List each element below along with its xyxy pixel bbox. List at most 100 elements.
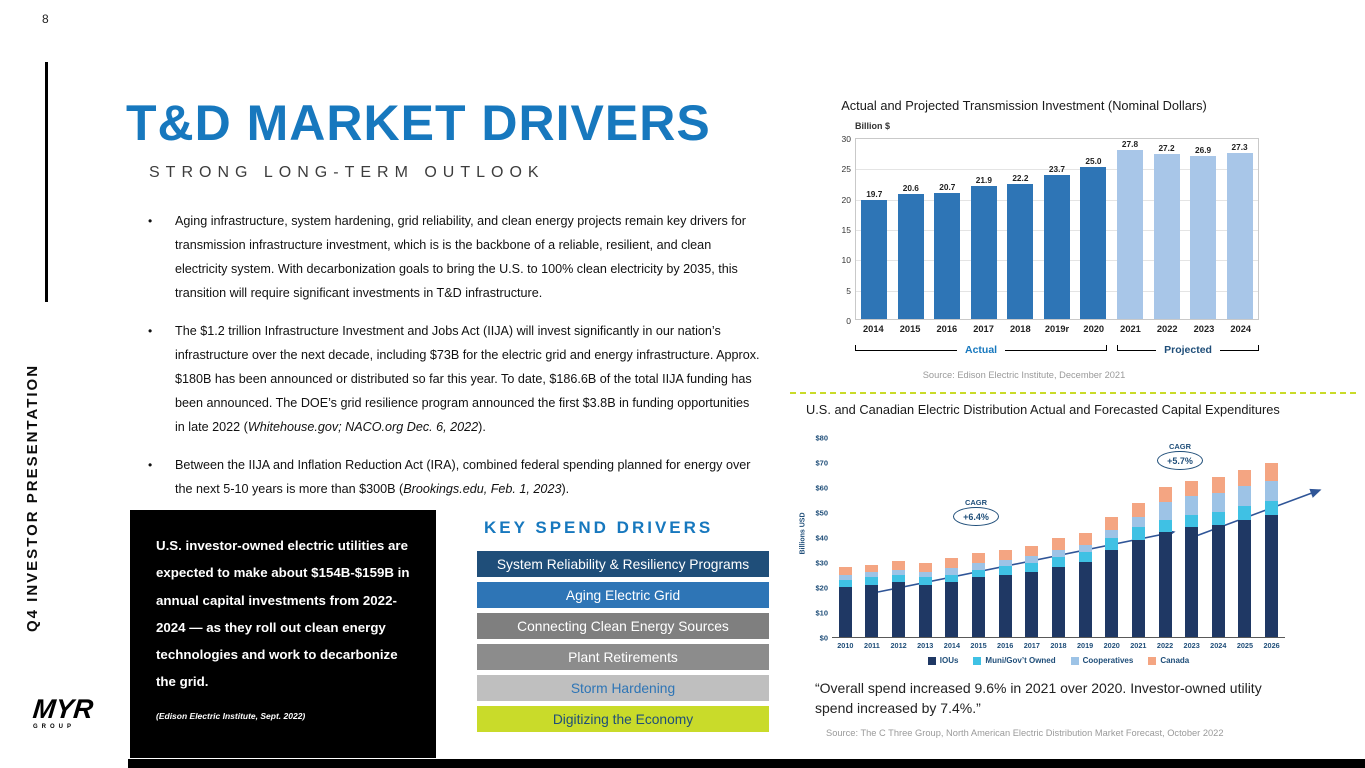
stacked-bar [972,553,986,637]
chart1-plot-area: 0 5 10 15 20 25 30 19.7 20.6 20.7 21.9 22.2 23.7 25.0… [842,134,1259,326]
sidebar-presentation-title: Q4 INVESTOR PRESENTATION [24,363,41,633]
bar [1080,167,1107,319]
bar-value-label: 19.7 [866,188,883,199]
bracket-line [1117,345,1157,351]
bar-segment [1185,527,1199,637]
x-axis-label: 2014 [943,641,960,650]
bar-cell: 27.3 [1226,142,1253,319]
chart1-y-axis-title: Billion $ [855,121,891,131]
bullet-marker: • [148,214,153,228]
bar-segment [838,587,852,637]
bar [1116,150,1143,319]
bar-segment [998,549,1012,560]
chart1-actual-projected-brackets: Actual Projected [855,339,1260,356]
x-axis-label: 2026 [1263,641,1280,650]
bar-segment [1265,514,1279,637]
x-axis-label: 2010 [837,641,854,650]
bar-cell: 27.8 [1116,139,1143,319]
bullet-text: Between the IIJA and Inflation Reduction… [175,453,762,501]
stacked-bar [865,564,879,637]
legend-label: Cooperatives [1082,656,1134,665]
chart2-y-axis-title: Billions USD [799,512,807,555]
key-spend-bar: Plant Retirements [477,644,769,670]
y-axis-tick: $80 [815,433,828,443]
highlight-source: (Edison Electric Institute, Sept. 2022) [156,710,306,721]
stacked-bar [1158,487,1172,637]
bar-segment [1238,505,1252,520]
bar-segment [838,579,852,587]
x-axis-label: 2017 [1023,641,1040,650]
transmission-investment-chart: Actual and Projected Transmission Invest… [788,98,1260,390]
logo-wordmark: MYR [31,694,95,724]
bar-value-label: 26.9 [1194,144,1212,155]
chart1-x-axis: 2014 2015 2016 2017 2018 2019r 2020 2021 2022 202… [855,324,1259,334]
bar-segment [945,568,959,575]
y-axis-tick: 30 [841,134,851,144]
y-axis-tick: $60 [815,483,828,493]
cagr-annotation: CAGR +6.4% [950,498,1002,526]
bar-segment [1158,487,1172,502]
bullet-text: The $1.2 trillion Infrastructure Investm… [175,319,762,439]
x-axis-label: 2023 [1183,641,1200,650]
x-axis-label: 2013 [917,641,934,650]
bar-segment [998,565,1012,575]
bar-segment [1051,549,1065,557]
legend-item: Canada [1148,656,1189,665]
bar-segment [918,572,932,577]
bar-segment [1131,527,1145,540]
x-axis-label: 2018 [1050,641,1067,650]
bar-segment [1265,463,1279,481]
page-number: 8 [42,12,49,26]
bar-segment [1051,557,1065,567]
bar-segment [1185,480,1199,496]
legend-swatch [1070,656,1079,665]
bar-cell: 21.9 [970,175,997,319]
bar-segment [1051,567,1065,637]
stacked-bar [1025,545,1039,637]
bar-cell: 26.9 [1190,144,1217,319]
stacked-bar [1078,533,1092,637]
bullet-text-segment: Between the IIJA and Inflation Reduction… [175,458,751,496]
cagr-label: CAGR [1168,442,1192,451]
stacked-bar [1185,480,1199,637]
key-spend-bar: Digitizing the Economy [477,706,769,732]
bar-segment [998,559,1012,566]
y-axis-tick: 15 [841,225,851,235]
bar-cell: 22.2 [1007,173,1034,319]
stacked-bar [918,563,932,637]
stacked-bar [1051,538,1065,637]
bullet-marker: • [148,458,153,472]
bar-segment [1185,495,1199,515]
bar-value-label: 25.0 [1085,156,1102,167]
x-axis-label: 2018 [1009,324,1031,334]
stacked-bar [998,549,1012,637]
distribution-capex-chart: U.S. and Canadian Electric Distribution … [790,402,1356,762]
bar-segment [1078,552,1092,562]
bar [1226,153,1253,319]
bar-segment [918,577,932,585]
bullet-text-segment: The $1.2 trillion Infrastructure Investm… [175,324,760,434]
bar-segment [1105,529,1119,539]
bars-row: 19.7 20.6 20.7 21.9 22.2 23.7 25.0 27.8 27.2 26.9… [856,139,1258,319]
stacked-bar [945,558,959,637]
bar [1190,155,1217,319]
myr-group-logo: MYR GROUP [31,694,95,730]
x-axis-label: 2012 [890,641,907,650]
cagr-value: +5.7% [1157,451,1203,470]
bar-value-label: 23.7 [1048,164,1065,175]
axis-bracket: Actual [855,339,1108,356]
x-axis-label: 2017 [973,324,994,334]
bracket-line [1005,345,1108,351]
chart2-x-axis: 2010 2011 2012 2013 2014 2015 2016 2017 2018 2019… [832,641,1285,650]
bar-segment [1105,517,1119,530]
x-axis-label: 2021 [1120,324,1141,334]
gridline [856,169,1258,171]
bar [1043,175,1070,319]
legend-item: Cooperatives [1070,656,1134,665]
bar-value-label: 21.9 [975,175,992,186]
bar-segment [1185,514,1199,527]
stacked-bar [1211,477,1225,637]
cagr-value: +6.4% [953,507,999,526]
x-axis-label: 2020 [1083,324,1105,334]
y-axis-tick: $50 [815,508,828,518]
